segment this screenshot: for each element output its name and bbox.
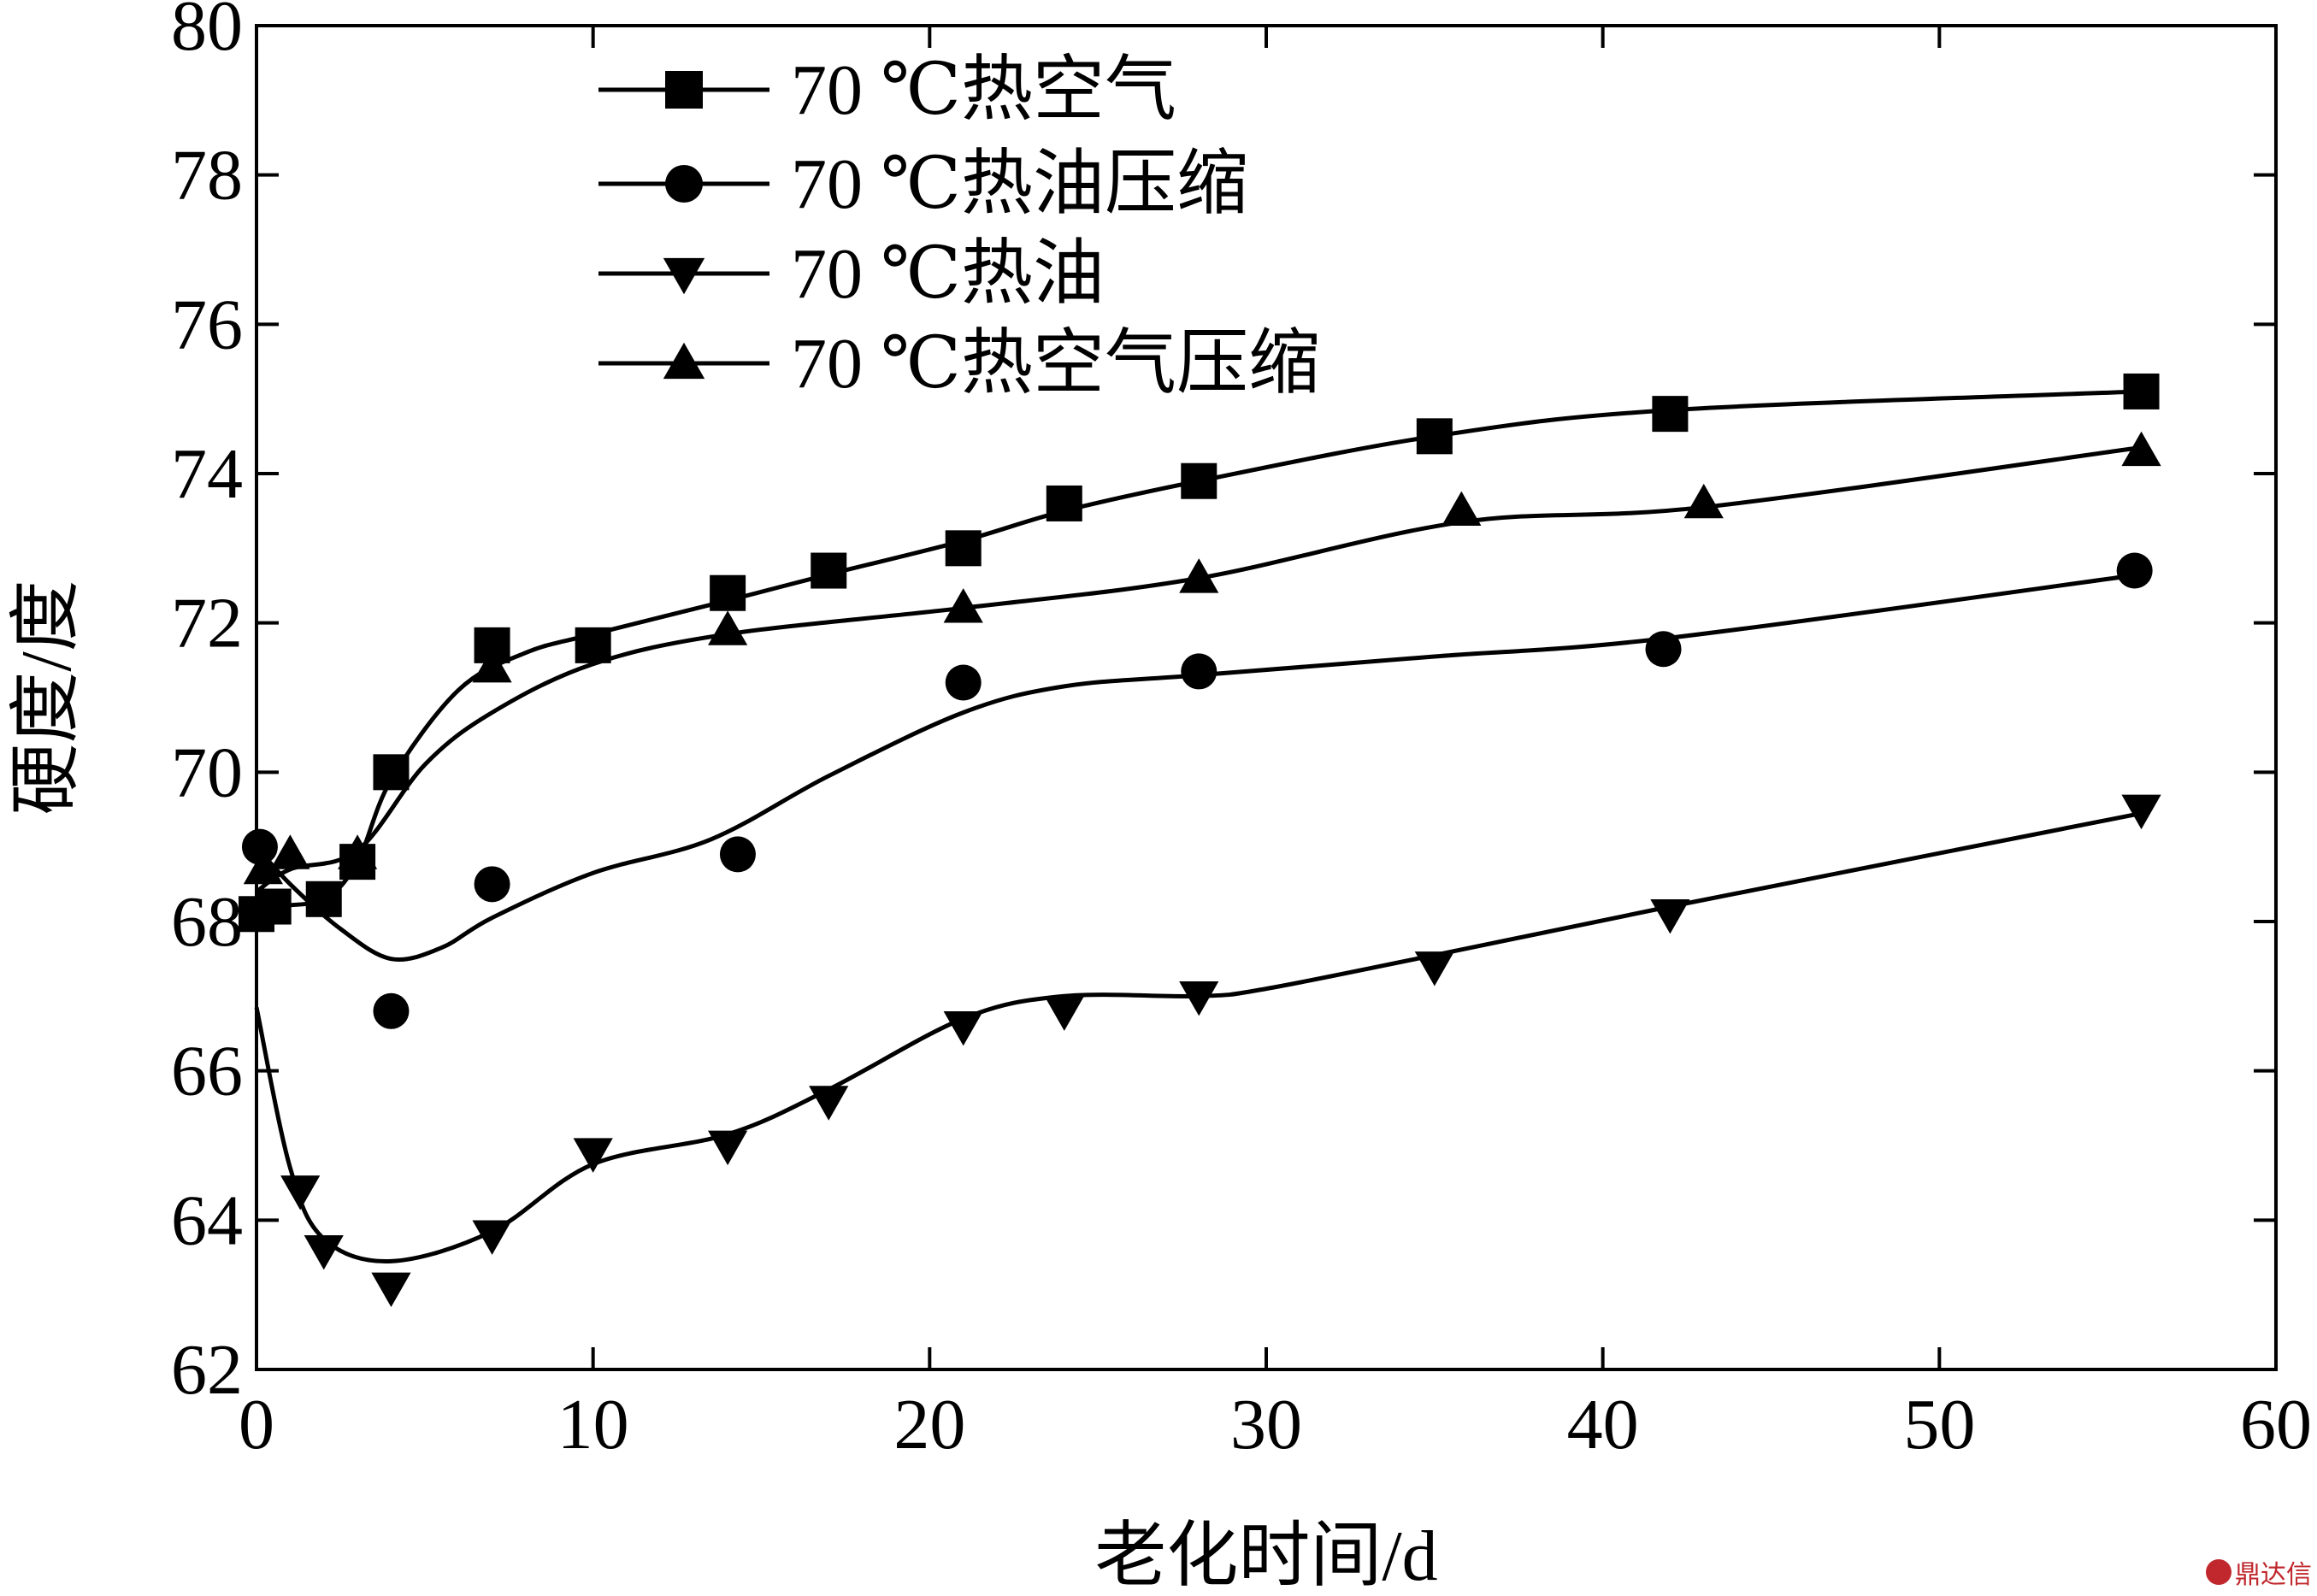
- x-tick-label: 0: [239, 1385, 274, 1464]
- data-point-square: [575, 627, 611, 663]
- data-point-triangle-down: [472, 1220, 512, 1255]
- x-tick-label: 30: [1230, 1385, 1302, 1464]
- data-point-circle: [2116, 552, 2153, 589]
- legend-marker-circle: [665, 165, 703, 203]
- legend-marker-triangle-down: [663, 257, 705, 295]
- data-point-triangle-up: [1683, 483, 1724, 519]
- data-point-square: [710, 574, 746, 611]
- series-line: [255, 445, 2142, 894]
- data-point-circle: [945, 664, 982, 701]
- data-point-circle: [719, 836, 756, 873]
- y-tick-label: 72: [171, 584, 243, 663]
- series-layer: [239, 373, 2161, 1308]
- data-point-triangle-down: [1414, 951, 1454, 986]
- x-axis: 0 10 20 30 40 50 60: [239, 26, 2312, 1464]
- data-point-square: [1652, 396, 1689, 433]
- plot-frame: [255, 24, 2278, 1371]
- y-tick-label: 80: [171, 0, 243, 66]
- series-line: [255, 572, 2142, 962]
- y-tick-label: 76: [171, 285, 243, 364]
- legend-item: 70 ℃热空气: [598, 50, 1176, 130]
- y-tick-label: 68: [171, 882, 243, 962]
- data-point-circle: [373, 992, 410, 1029]
- series-line: [254, 810, 2142, 1263]
- data-point-triangle-up: [243, 849, 283, 885]
- y-tick-label: 66: [171, 1032, 243, 1111]
- legend: 70 ℃热空气 70 ℃热油压缩 70 ℃热油 70 ℃热空气压缩: [598, 50, 1320, 403]
- y-tick-label: 62: [171, 1330, 243, 1410]
- y-tick-label: 78: [171, 136, 243, 215]
- data-point-triangle-down: [1044, 996, 1084, 1031]
- data-point-triangle-up: [943, 588, 983, 623]
- data-point-square: [1046, 485, 1082, 521]
- x-tick-label: 20: [893, 1385, 965, 1464]
- y-axis: 62 64 66 68 70 72 74 76 78 80: [171, 0, 2276, 1410]
- watermark-text: 鼎达信: [2235, 1560, 2312, 1590]
- data-point-square: [2123, 373, 2160, 409]
- legend-label: 70 ℃热空气: [791, 50, 1176, 130]
- legend-marker-triangle-up: [663, 342, 705, 380]
- data-point-triangle-down: [304, 1234, 344, 1270]
- y-tick-label: 74: [171, 434, 243, 514]
- x-tick-label: 10: [557, 1385, 629, 1464]
- data-point-triangle-up: [338, 834, 378, 869]
- y-tick-label: 70: [171, 733, 243, 812]
- data-point-triangle-up: [1179, 558, 1219, 593]
- legend-label: 70 ℃热油: [791, 234, 1105, 314]
- data-point-triangle-up: [1441, 491, 1482, 526]
- data-point-circle: [1645, 631, 1682, 668]
- x-tick-label: 60: [2240, 1385, 2312, 1464]
- legend-label: 70 ℃热油压缩: [791, 144, 1248, 224]
- data-point-triangle-down: [371, 1272, 411, 1308]
- legend-item: 70 ℃热油: [598, 234, 1105, 314]
- data-point-triangle-down: [943, 1010, 983, 1046]
- legend-item: 70 ℃热油压缩: [598, 144, 1248, 224]
- data-point-triangle-up: [472, 647, 512, 683]
- data-point-triangle-down: [1179, 981, 1219, 1016]
- x-axis-title: 老化时间/d: [1094, 1516, 1437, 1596]
- x-tick-label: 40: [1567, 1385, 1639, 1464]
- data-point-square: [305, 880, 342, 917]
- data-point-square: [1416, 418, 1453, 455]
- data-point-triangle-down: [280, 1175, 321, 1210]
- data-point-circle: [1181, 653, 1217, 690]
- legend-label: 70 ℃热空气压缩: [791, 324, 1320, 403]
- data-point-triangle-down: [708, 1130, 748, 1166]
- data-point-triangle-down: [573, 1138, 613, 1173]
- series-circle: [241, 552, 2153, 1029]
- data-point-square: [373, 754, 410, 791]
- legend-marker-square: [665, 71, 703, 109]
- series-triangle-up: [243, 431, 2161, 894]
- data-point-square: [811, 552, 847, 589]
- y-tick-label: 64: [171, 1181, 243, 1260]
- data-point-triangle-down: [2121, 794, 2161, 830]
- data-point-triangle-down: [1650, 898, 1690, 934]
- series-triangle-down: [254, 794, 2161, 1308]
- series-square: [239, 373, 2160, 933]
- y-axis-title: 硬度/度: [7, 580, 86, 815]
- watermark: 鼎达信: [2206, 1553, 2312, 1591]
- data-point-square: [1181, 462, 1217, 499]
- data-point-triangle-down: [809, 1086, 849, 1121]
- data-point-square: [255, 888, 292, 925]
- data-point-square: [945, 530, 982, 567]
- data-point-circle: [241, 828, 278, 865]
- data-point-triangle-up: [2121, 431, 2161, 467]
- legend-item: 70 ℃热空气压缩: [598, 324, 1320, 403]
- data-point-triangle-up: [270, 834, 310, 869]
- data-point-triangle-up: [708, 610, 748, 645]
- x-tick-label: 50: [1903, 1385, 1975, 1464]
- watermark-logo-icon: [2206, 1559, 2232, 1585]
- data-point-circle: [474, 866, 510, 903]
